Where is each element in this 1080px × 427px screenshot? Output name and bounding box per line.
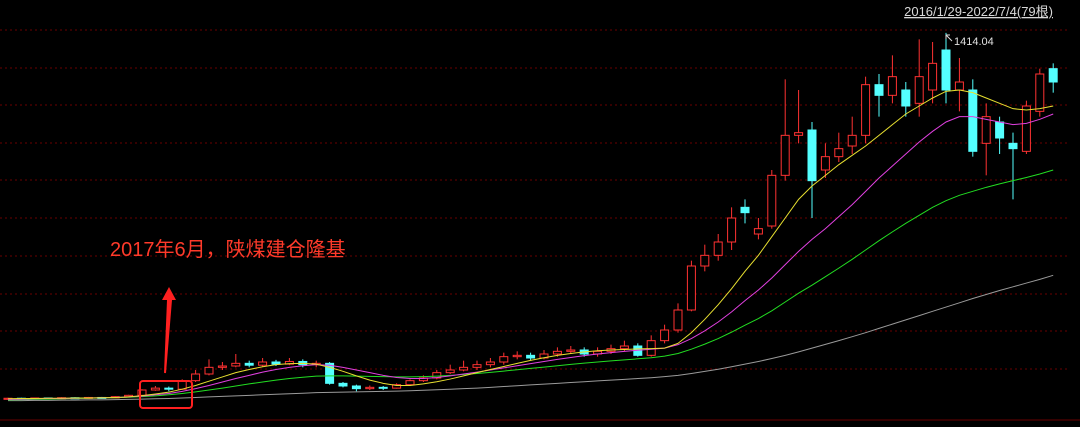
candle-body: [1008, 142, 1018, 150]
range-label: 2016/1/29-2022/7/4(79根): [904, 4, 1053, 19]
candle-body: [713, 241, 723, 256]
candle-body: [472, 364, 482, 368]
candle-body: [820, 156, 830, 171]
candle-body: [244, 362, 254, 366]
candle-body: [191, 373, 201, 382]
candle-body: [874, 84, 884, 96]
candle-body: [901, 89, 911, 107]
candle-body: [217, 365, 227, 368]
highlight-box: [139, 380, 193, 409]
candle-body: [459, 366, 469, 371]
candle-body: [271, 361, 281, 365]
moving-average-line: [8, 274, 1054, 402]
candle-body: [981, 116, 991, 144]
candle-body: [351, 385, 361, 390]
candle-body: [941, 49, 951, 91]
candle-body: [405, 380, 415, 386]
candle-body: [499, 356, 509, 363]
candle-body: [660, 329, 670, 342]
candle-body: [995, 121, 1005, 139]
candle-body: [566, 349, 576, 352]
candle-body: [164, 387, 174, 390]
candle-body: [258, 361, 268, 366]
moving-average-line: [7, 169, 1054, 401]
annotation: 2017年6月，陕煤建仓隆基: [110, 238, 346, 261]
candle-body: [861, 84, 871, 136]
moving-average-line: [7, 113, 1054, 400]
arrow-head: [162, 287, 176, 300]
moving-average-line: [7, 89, 1054, 400]
candle-body: [847, 134, 857, 147]
background-grid: [0, 29, 1080, 421]
candle-body: [365, 386, 375, 390]
candle-body: [418, 377, 428, 382]
candle-body: [740, 206, 750, 214]
candle-body: [432, 372, 442, 379]
candle-body: [512, 354, 522, 358]
candle-body: [526, 354, 536, 359]
candle-body: [445, 369, 455, 374]
candle-body: [392, 384, 402, 389]
candle-body: [552, 350, 562, 355]
candle-body: [700, 254, 710, 267]
max-pointer: [945, 34, 953, 42]
candle-body: [150, 387, 160, 391]
candle-body: [753, 228, 763, 235]
candle-body: [338, 382, 348, 387]
candle-body: [914, 76, 924, 104]
candle-body: [686, 265, 696, 311]
candle-body: [485, 361, 495, 366]
candle-body: [887, 76, 897, 96]
candle-body: [767, 174, 777, 227]
candle-body: [968, 89, 978, 152]
candle-body: [807, 129, 817, 182]
candle-body: [928, 62, 938, 91]
candle-body: [1021, 105, 1031, 152]
candle-body: [619, 345, 629, 350]
max-pointer-head: [945, 34, 950, 39]
candle-body: [204, 366, 214, 375]
candle-body: [727, 217, 737, 243]
candle-body: [231, 362, 241, 367]
candle-body: [1035, 73, 1045, 112]
candle-body: [780, 134, 790, 176]
candle-body: [834, 148, 844, 158]
candle-body: [794, 132, 804, 136]
candle-body: [954, 81, 964, 91]
arrow-shaft: [164, 299, 173, 374]
candle-body: [673, 309, 683, 331]
plot: [3, 32, 1058, 402]
candle-body: [378, 386, 388, 389]
candle-body: [325, 362, 335, 384]
candle-body: [646, 340, 656, 356]
max-label: 1414.04: [954, 36, 994, 48]
candle-body: [1048, 68, 1058, 83]
candle-body: [284, 360, 294, 365]
